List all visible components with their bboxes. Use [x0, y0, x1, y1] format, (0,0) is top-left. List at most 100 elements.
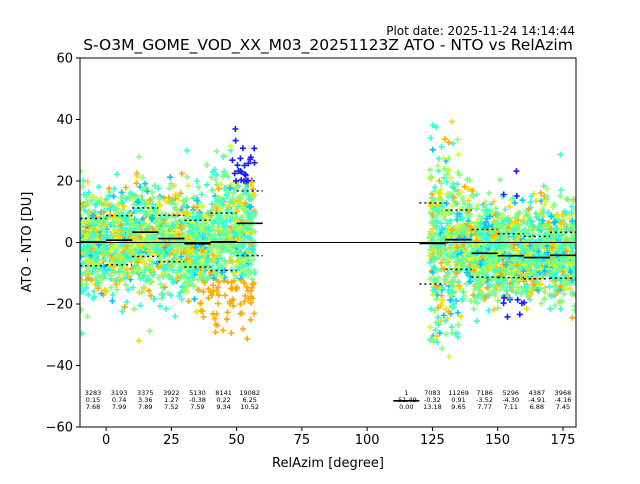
scatter-point: [161, 271, 168, 278]
scatter-point: [85, 189, 92, 196]
scatter-point: [449, 203, 455, 209]
scatter-point: [108, 272, 115, 279]
scatter-point: [212, 203, 219, 209]
scatter-point: [195, 286, 201, 293]
scatter-point: [176, 264, 183, 271]
scatter-point: [130, 306, 137, 313]
scatter-point: [467, 298, 474, 304]
scatter-point: [82, 201, 89, 208]
scatter-point: [139, 186, 146, 193]
scatter-point: [451, 194, 458, 201]
scatter-point: [438, 220, 445, 227]
scatter-point: [241, 177, 247, 184]
x-tick-label: 100: [355, 433, 380, 448]
scatter-point: [190, 195, 197, 202]
bin-count-label: 19082: [239, 389, 260, 397]
scatter-point: [491, 306, 497, 313]
scatter-point: [200, 314, 207, 321]
scatter-point: [446, 191, 453, 198]
scatter-point: [558, 306, 564, 312]
scatter-point: [84, 250, 91, 257]
scatter-point: [183, 256, 190, 263]
bin-std-label: 7.59: [190, 403, 204, 411]
scatter-point: [449, 329, 456, 336]
scatter-point: [556, 235, 563, 242]
scatter-point: [431, 184, 438, 191]
scatter-point: [208, 174, 215, 181]
scatter-point: [156, 195, 163, 202]
scatter-point: [140, 259, 147, 266]
scatter-point: [222, 292, 229, 299]
scatter-point: [460, 225, 467, 232]
scatter-point: [463, 280, 470, 287]
scatter-point: [511, 219, 518, 226]
scatter-point: [113, 215, 120, 222]
scatter-point: [535, 248, 542, 255]
scatter-point: [469, 187, 476, 194]
scatter-point: [526, 271, 533, 278]
scatter-point: [249, 276, 255, 283]
scatter-point: [216, 254, 223, 261]
scatter-point: [209, 258, 216, 265]
scatter-point: [518, 290, 525, 297]
scatter-point: [504, 228, 511, 235]
scatter-point: [80, 231, 84, 238]
scatter-point: [456, 211, 463, 217]
scatter-point: [128, 255, 135, 262]
scatter-point: [511, 199, 518, 206]
scatter-point: [246, 259, 253, 266]
scatter-point: [539, 217, 546, 224]
scatter-point: [439, 250, 446, 257]
scatter-point: [212, 176, 219, 183]
scatter-point: [228, 224, 234, 231]
scatter-point: [184, 234, 191, 241]
scatter-point: [248, 293, 255, 300]
scatter-point: [112, 206, 119, 213]
scatter-point: [95, 285, 102, 292]
scatter-point: [441, 256, 448, 263]
chart-title: S-O3M_GOME_VOD_XX_M03_20251123Z ATO - NT…: [83, 36, 573, 55]
scatter-point: [80, 177, 86, 184]
scatter-point: [433, 283, 440, 290]
scatter-point: [114, 286, 121, 293]
scatter-point: [523, 288, 530, 295]
scatter-point: [506, 203, 513, 210]
scatter-point: [120, 203, 127, 210]
scatter-point: [95, 273, 101, 280]
scatter-point: [482, 224, 489, 231]
scatter-point: [228, 279, 235, 286]
scatter-point: [538, 211, 545, 218]
scatter-point: [80, 220, 83, 227]
scatter-point: [454, 136, 461, 143]
scatter-point: [238, 277, 245, 284]
scatter-point: [181, 279, 188, 286]
scatter-point: [155, 220, 162, 227]
scatter-point: [189, 261, 196, 268]
scatter-point: [234, 162, 241, 169]
y-tick-label: −60: [46, 421, 73, 436]
scatter-point: [499, 263, 506, 270]
bin-count-label: 3283: [85, 389, 102, 397]
scatter-point: [140, 284, 147, 291]
scatter-point: [125, 272, 132, 279]
scatter-point: [537, 266, 544, 273]
scatter-point: [119, 206, 126, 213]
scatter-point: [126, 193, 133, 200]
scatter-point: [230, 302, 237, 309]
scatter-point: [130, 284, 136, 291]
scatter-point: [551, 201, 558, 208]
scatter-point: [123, 232, 130, 239]
scatter-point: [109, 297, 116, 304]
scatter-point: [547, 305, 554, 312]
scatter-point: [123, 195, 129, 202]
scatter-point: [448, 227, 455, 233]
scatter-point: [220, 152, 227, 159]
scatter-point: [457, 189, 464, 196]
bin-mean-label: 0.74: [112, 396, 126, 404]
scatter-point: [485, 238, 492, 245]
scatter-point: [211, 231, 218, 238]
scatter-point: [514, 262, 521, 269]
scatter-point: [164, 265, 171, 272]
x-tick-label: 25: [163, 433, 180, 448]
